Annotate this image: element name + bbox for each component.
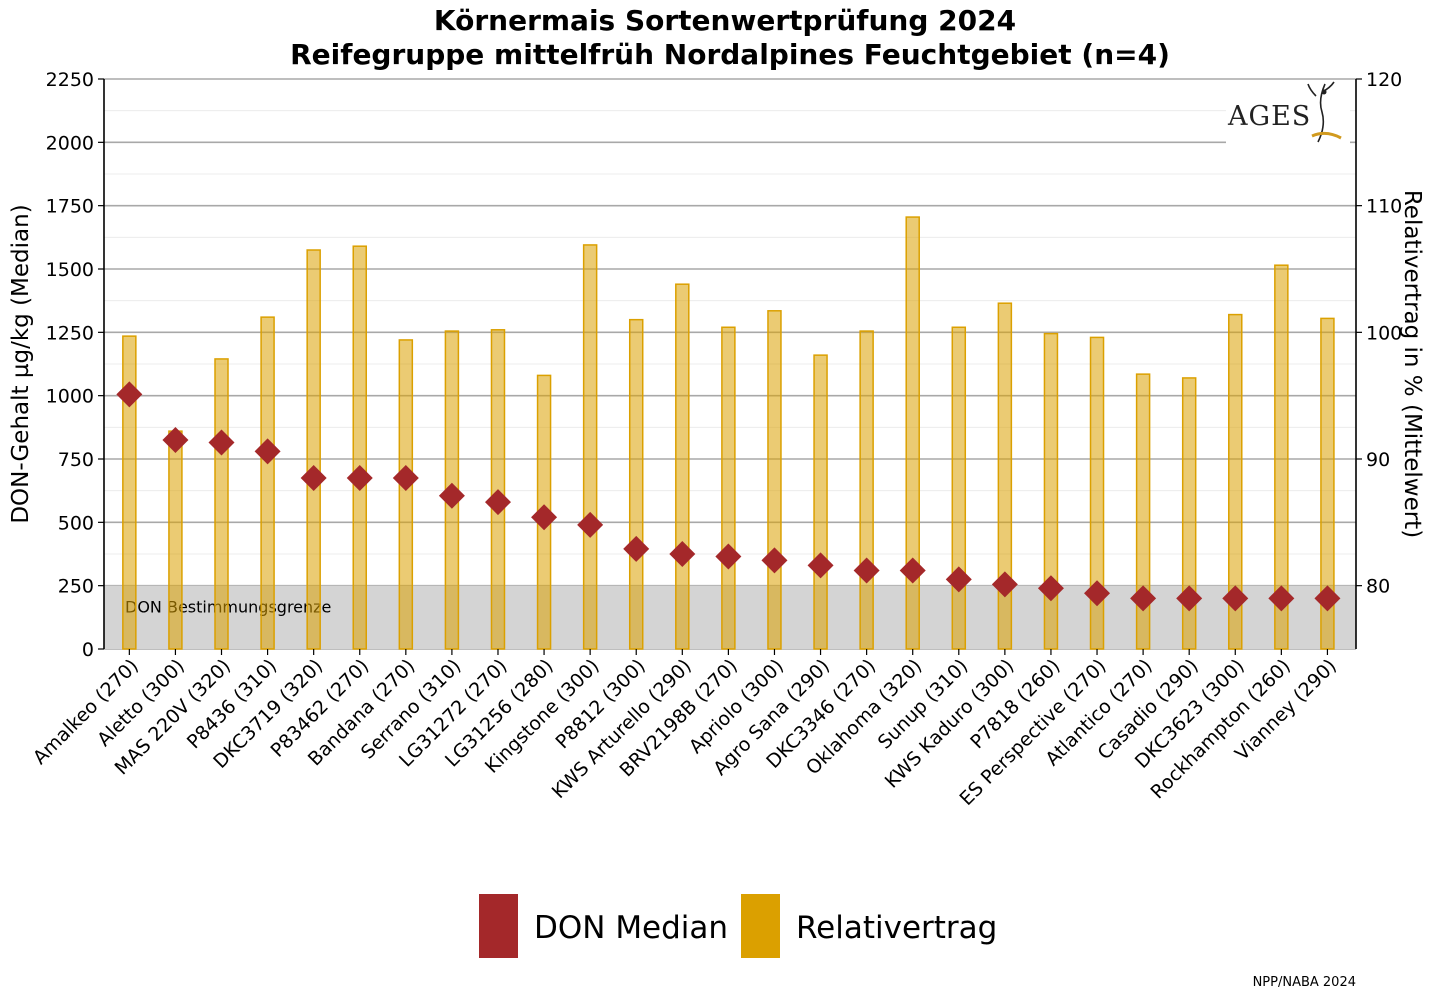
tick-label: 110: [1366, 196, 1402, 218]
chart-subtitle: Reifegruppe mittelfrüh Nordalpines Feuch…: [290, 38, 1170, 71]
bar: [260, 316, 275, 650]
ages-logo: AGES: [1226, 80, 1350, 146]
data-point: [438, 482, 465, 509]
data-point: [208, 429, 235, 456]
bar: [859, 330, 874, 650]
bar: [628, 318, 644, 650]
data-point: [1037, 575, 1064, 602]
tick-label: 2000: [46, 132, 94, 154]
right-axis-ticks: 80 90 100 110 120: [1356, 69, 1402, 598]
data-point: [991, 571, 1018, 598]
data-point: [300, 465, 327, 491]
tick-label: 750: [58, 449, 94, 471]
bar: [905, 216, 920, 650]
data-point: [1314, 585, 1341, 612]
data-point: [669, 541, 696, 567]
data-point: [807, 552, 834, 579]
data-point: [162, 427, 189, 453]
data-point: [945, 566, 972, 593]
data-point: [346, 465, 373, 491]
bar: [352, 245, 367, 650]
tick-label: 90: [1366, 449, 1390, 471]
tick-label: 2250: [46, 69, 94, 91]
data-point: [116, 381, 143, 408]
category-labels: Amalkeo (270)Aletto (300)MAS 220V (320)P…: [29, 649, 1341, 810]
data-point: [1222, 585, 1249, 612]
data-point: [1084, 580, 1111, 607]
data-point: [392, 465, 419, 491]
data-point: [577, 511, 604, 538]
tick-label: 500: [58, 512, 94, 534]
tick-label: 1000: [46, 386, 94, 408]
bar: [813, 354, 828, 650]
data-point: [853, 557, 880, 584]
data-point: [715, 543, 742, 570]
legend-swatch-don-median: [479, 894, 518, 958]
y-axis-right-label: Relativertrag in % (Mittelwert): [1399, 190, 1425, 538]
data-point: [1130, 585, 1157, 612]
data-point: [531, 504, 558, 531]
logo-text: AGES: [1227, 101, 1311, 132]
tick-label: 1500: [46, 259, 94, 281]
data-point: [484, 489, 511, 516]
data-point: [899, 557, 926, 584]
legend: DON Median Relativertrag: [479, 894, 997, 958]
data-point: [254, 438, 281, 465]
footer-credit: NPP/NABA 2024: [1253, 975, 1356, 990]
tick-label: 80: [1366, 576, 1390, 598]
left-axis-ticks: 0 250 500 750 1000 1250 1500 1750 2000 2250: [46, 69, 104, 661]
legend-label-relativertrag: Relativertrag: [796, 910, 997, 946]
logo-head-icon: [1321, 89, 1327, 95]
data-point: [1268, 585, 1295, 612]
y-axis-left-label: DON-Gehalt µg/kg (Median): [8, 204, 34, 523]
data-point: [761, 547, 788, 574]
tick-label: 120: [1366, 69, 1402, 91]
tick-label: 1750: [46, 196, 94, 218]
chart-title: Körnermais Sortenwertprüfung 2024: [434, 4, 1016, 37]
axes: [103, 79, 1357, 649]
legend-label-don-median: DON Median: [534, 910, 728, 946]
tick-label: 1250: [46, 322, 94, 344]
bar: [721, 326, 736, 650]
tick-label: 0: [82, 639, 94, 661]
bar: [214, 358, 229, 650]
logo-swoosh-icon: [1311, 131, 1342, 140]
bar: [398, 339, 414, 650]
bar: [168, 430, 183, 650]
bar: [767, 310, 782, 650]
bar: [1043, 332, 1059, 650]
tick-label: 250: [58, 576, 94, 598]
data-point: [1176, 585, 1203, 612]
bar: [951, 326, 967, 650]
legend-swatch-relativertrag: [741, 894, 780, 958]
bar: [582, 244, 598, 650]
bars: [122, 216, 1335, 650]
tick-label: 100: [1366, 322, 1402, 344]
bar: [306, 249, 321, 650]
data-point: [623, 535, 650, 562]
points: [116, 381, 1341, 612]
bar: [675, 283, 690, 650]
